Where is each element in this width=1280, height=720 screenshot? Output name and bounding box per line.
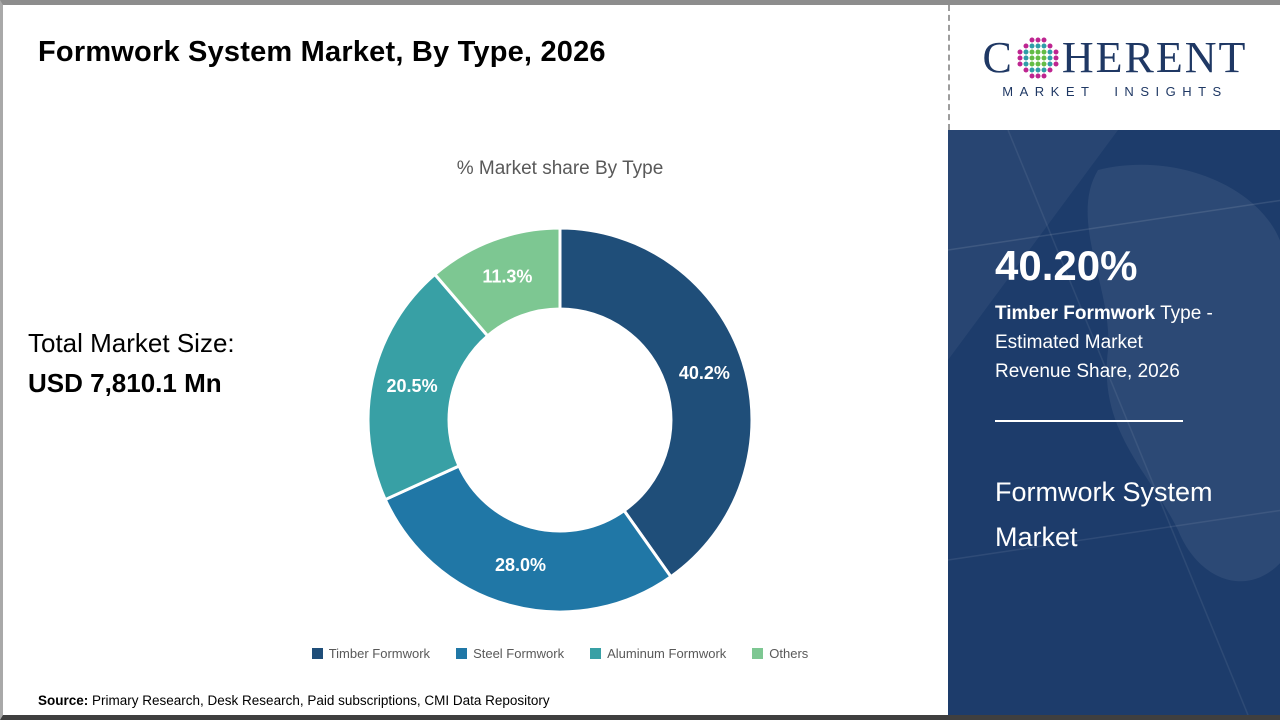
sidebar-stat-description: Timber Formwork Type - Estimated Market … [995,299,1245,386]
donut-data-label: 28.0% [495,555,546,575]
globe-dot [1029,43,1035,49]
company-logo: C HERENT MARKET INSIGHTS [948,5,1280,130]
globe-dot [1053,49,1059,55]
globe-dot [1047,67,1053,73]
globe-dot [1017,61,1023,67]
globe-dot [1017,55,1023,61]
source-note: Source: Primary Research, Desk Research,… [38,693,550,708]
legend-label: Steel Formwork [473,646,565,661]
donut-chart: 40.2% 28.0% 20.5% 11.3% [366,226,754,614]
globe-dot [1053,55,1059,61]
globe-dot [1029,55,1035,61]
globe-dot [1023,55,1029,61]
globe-dot [1029,67,1035,73]
chart-title: % Market share By Type [456,158,664,179]
sidebar-desc-line3: Revenue Share, 2026 [995,361,1180,383]
source-label: Source: [38,693,89,708]
globe-dot [1035,55,1041,61]
donut-slice-aluminum-formwork [366,272,490,502]
globe-dot [1029,61,1035,67]
legend-item-aluminum-formwork: Aluminum Formwork [590,646,726,661]
sidebar-desc-line2: Estimated Market [995,332,1143,354]
logo-letters-herent: HERENT [1061,33,1248,82]
sidebar-desc-bold: Timber Formwork [995,303,1156,325]
legend-swatch-icon [456,648,468,659]
donut-data-label: 40.2% [679,363,730,383]
legend-label: Aluminum Formwork [607,646,727,661]
globe-dot [1041,43,1047,49]
globe-dot [1035,61,1041,67]
globe-dot [1035,43,1041,49]
sidebar-report-name: Formwork System Market [995,470,1213,560]
globe-dot [1047,49,1053,55]
globe-dot [1023,61,1029,67]
legend-label: Others [769,646,809,661]
sidebar-desc-line1-rest: Type - [1155,303,1213,325]
globe-dot [1029,73,1035,79]
sidebar-report-line1: Formwork System [995,477,1213,507]
globe-dot [1035,67,1041,73]
globe-dot [1041,61,1047,67]
page-title: Formwork System Market, By Type, 2026 [38,36,606,68]
total-market-size-value: USD 7,810.1 Mn [28,368,222,398]
donut-slice-others [433,226,562,338]
donut-data-label: 11.3% [482,267,532,287]
donut-slice-steel-formwork [383,464,673,614]
globe-dot [1047,43,1053,49]
globe-dot [1035,73,1041,79]
globe-dot [1023,43,1029,49]
sidebar-report-line2: Market [995,522,1078,552]
logo-letter-c: C [982,33,1014,82]
globe-dot [1035,49,1041,55]
globe-dot [1029,37,1035,43]
globe-dot [1035,37,1041,43]
legend-item-steel-formwork: Steel Formwork [456,646,564,661]
globe-dot [1053,61,1059,67]
legend-label: Timber Formwork [328,646,431,661]
donut-data-label: 20.5% [387,376,438,396]
world-map-texture [948,130,1280,715]
globe-dots-icon [1017,37,1059,79]
legend-swatch-icon [311,648,323,659]
globe-dot [1029,49,1035,55]
legend-swatch-icon [752,648,764,659]
globe-dot [1041,67,1047,73]
logo-tagline: MARKET INSIGHTS [1002,84,1228,99]
legend-swatch-icon [590,648,602,659]
globe-dot [1023,67,1029,73]
globe-dot [1017,49,1023,55]
sidebar-stat-value: 40.20% [995,242,1138,289]
globe-dot [1041,49,1047,55]
sidebar-divider [995,420,1183,422]
total-market-size-label: Total Market Size: [28,328,235,358]
logo-wordmark: C HERENT [983,36,1248,80]
legend-item-timber-formwork: Timber Formwork [311,646,431,661]
globe-dot [1041,37,1047,43]
globe-dot [1047,61,1053,67]
globe-dot [1041,73,1047,79]
chart-legend: Timber Formwork Steel Formwork Aluminum Fo… [190,646,930,661]
globe-dot [1023,49,1029,55]
donut-slice-timber-formwork [558,226,754,579]
total-market-size: Total Market Size: USD 7,810.1 Mn [28,323,235,403]
highlight-sidebar: 40.20% Timber Formwork Type - Estimated … [948,130,1280,715]
source-text: Primary Research, Desk Research, Paid su… [88,693,550,708]
legend-item-others: Others [752,646,808,661]
globe-dot [1047,55,1053,61]
globe-dot [1041,55,1047,61]
